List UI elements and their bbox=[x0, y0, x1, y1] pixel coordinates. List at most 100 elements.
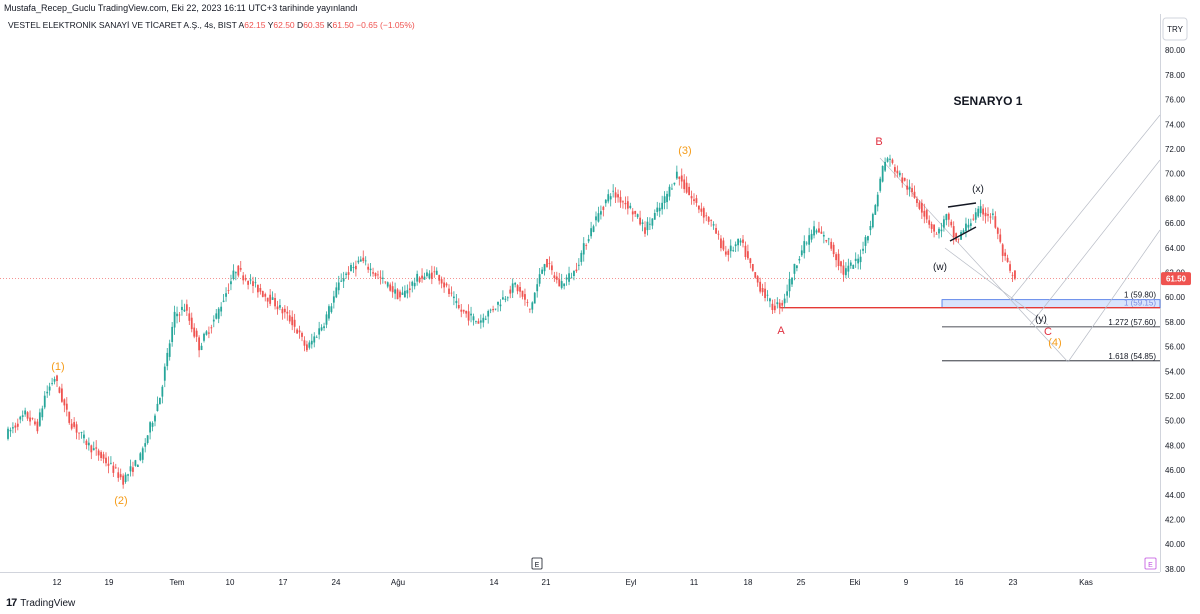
candle[interactable] bbox=[972, 214, 975, 221]
candle[interactable] bbox=[411, 280, 414, 293]
candle[interactable] bbox=[685, 176, 688, 194]
candle[interactable] bbox=[163, 363, 166, 388]
candle[interactable] bbox=[732, 246, 735, 252]
candle[interactable] bbox=[565, 274, 568, 286]
candle[interactable] bbox=[987, 207, 989, 222]
candle[interactable] bbox=[908, 179, 911, 197]
candle[interactable] bbox=[747, 244, 749, 260]
candle[interactable] bbox=[92, 441, 95, 451]
candle[interactable] bbox=[63, 398, 66, 413]
candle[interactable] bbox=[68, 411, 71, 425]
candle[interactable] bbox=[786, 284, 788, 303]
candle[interactable] bbox=[296, 328, 298, 334]
candle[interactable] bbox=[391, 281, 394, 298]
candle[interactable] bbox=[551, 261, 553, 275]
candle[interactable] bbox=[602, 205, 605, 217]
candle[interactable] bbox=[842, 259, 845, 282]
candle[interactable] bbox=[181, 299, 183, 316]
candle[interactable] bbox=[225, 287, 227, 302]
candle[interactable] bbox=[781, 300, 784, 312]
candle[interactable] bbox=[185, 299, 188, 316]
candle[interactable] bbox=[21, 410, 24, 422]
candle[interactable] bbox=[967, 218, 970, 231]
candle[interactable] bbox=[585, 243, 588, 250]
candle[interactable] bbox=[445, 282, 448, 288]
candle[interactable] bbox=[563, 283, 566, 290]
candle[interactable] bbox=[712, 221, 715, 230]
candle[interactable] bbox=[604, 199, 607, 207]
candle[interactable] bbox=[274, 293, 276, 310]
price-axis[interactable]: 38.00 40.00 42.00 44.00 46.00 48.00 50.00 52.00… bbox=[1165, 46, 1186, 574]
candle[interactable] bbox=[754, 272, 757, 279]
candle[interactable] bbox=[448, 284, 450, 297]
candle[interactable] bbox=[992, 208, 994, 220]
candle[interactable] bbox=[979, 199, 982, 217]
candle[interactable] bbox=[24, 407, 27, 417]
candle[interactable] bbox=[722, 237, 725, 252]
candle[interactable] bbox=[840, 260, 842, 274]
candle[interactable] bbox=[58, 386, 61, 394]
candle[interactable] bbox=[656, 201, 659, 216]
candle[interactable] bbox=[171, 322, 174, 347]
candle[interactable] bbox=[568, 266, 570, 286]
candle[interactable] bbox=[548, 256, 551, 270]
candle[interactable] bbox=[830, 238, 833, 251]
candle[interactable] bbox=[671, 183, 673, 190]
candle[interactable] bbox=[1011, 272, 1014, 282]
candle[interactable] bbox=[217, 307, 220, 324]
candle[interactable] bbox=[889, 154, 891, 167]
candle[interactable] bbox=[994, 211, 997, 229]
candle[interactable] bbox=[502, 290, 504, 300]
candle[interactable] bbox=[1009, 260, 1011, 274]
candle[interactable] bbox=[619, 190, 622, 208]
candle[interactable] bbox=[631, 208, 634, 222]
candle[interactable] bbox=[720, 235, 722, 252]
candle[interactable] bbox=[582, 237, 585, 262]
candle[interactable] bbox=[624, 196, 627, 210]
candle[interactable] bbox=[183, 303, 186, 312]
candle[interactable] bbox=[864, 235, 867, 254]
candle[interactable] bbox=[308, 340, 311, 350]
candle[interactable] bbox=[847, 258, 850, 278]
candle[interactable] bbox=[389, 282, 392, 292]
candle[interactable] bbox=[384, 281, 387, 285]
candle[interactable] bbox=[114, 463, 117, 469]
candle[interactable] bbox=[418, 276, 421, 284]
candle[interactable] bbox=[560, 273, 563, 290]
candle[interactable] bbox=[208, 326, 210, 339]
candle[interactable] bbox=[283, 305, 286, 319]
candle[interactable] bbox=[396, 288, 399, 300]
candle[interactable] bbox=[663, 191, 666, 210]
candle[interactable] bbox=[467, 304, 470, 326]
candle[interactable] bbox=[413, 277, 416, 290]
candle[interactable] bbox=[306, 340, 308, 352]
candle[interactable] bbox=[876, 191, 879, 212]
candle[interactable] bbox=[9, 427, 12, 437]
candle[interactable] bbox=[514, 281, 517, 288]
candle[interactable] bbox=[916, 196, 918, 207]
candle[interactable] bbox=[477, 318, 480, 324]
candle[interactable] bbox=[580, 250, 583, 266]
candle[interactable] bbox=[938, 227, 940, 239]
candle[interactable] bbox=[146, 435, 149, 445]
candle[interactable] bbox=[849, 260, 852, 269]
candle[interactable] bbox=[678, 176, 681, 186]
candle[interactable] bbox=[139, 451, 142, 462]
candle[interactable] bbox=[771, 299, 774, 314]
candle[interactable] bbox=[533, 292, 536, 304]
candle[interactable] bbox=[742, 235, 744, 248]
candle[interactable] bbox=[257, 284, 259, 298]
candle[interactable] bbox=[168, 339, 171, 361]
candle[interactable] bbox=[634, 210, 637, 217]
candle[interactable] bbox=[1014, 270, 1016, 281]
candle[interactable] bbox=[90, 444, 93, 460]
candle[interactable] bbox=[335, 282, 338, 299]
candle[interactable] bbox=[43, 391, 46, 410]
candle[interactable] bbox=[372, 267, 374, 277]
candle[interactable] bbox=[438, 274, 441, 285]
candle[interactable] bbox=[244, 274, 247, 282]
candle[interactable] bbox=[918, 200, 921, 211]
candle[interactable] bbox=[636, 213, 639, 219]
candle[interactable] bbox=[450, 286, 453, 297]
candle[interactable] bbox=[122, 473, 125, 489]
